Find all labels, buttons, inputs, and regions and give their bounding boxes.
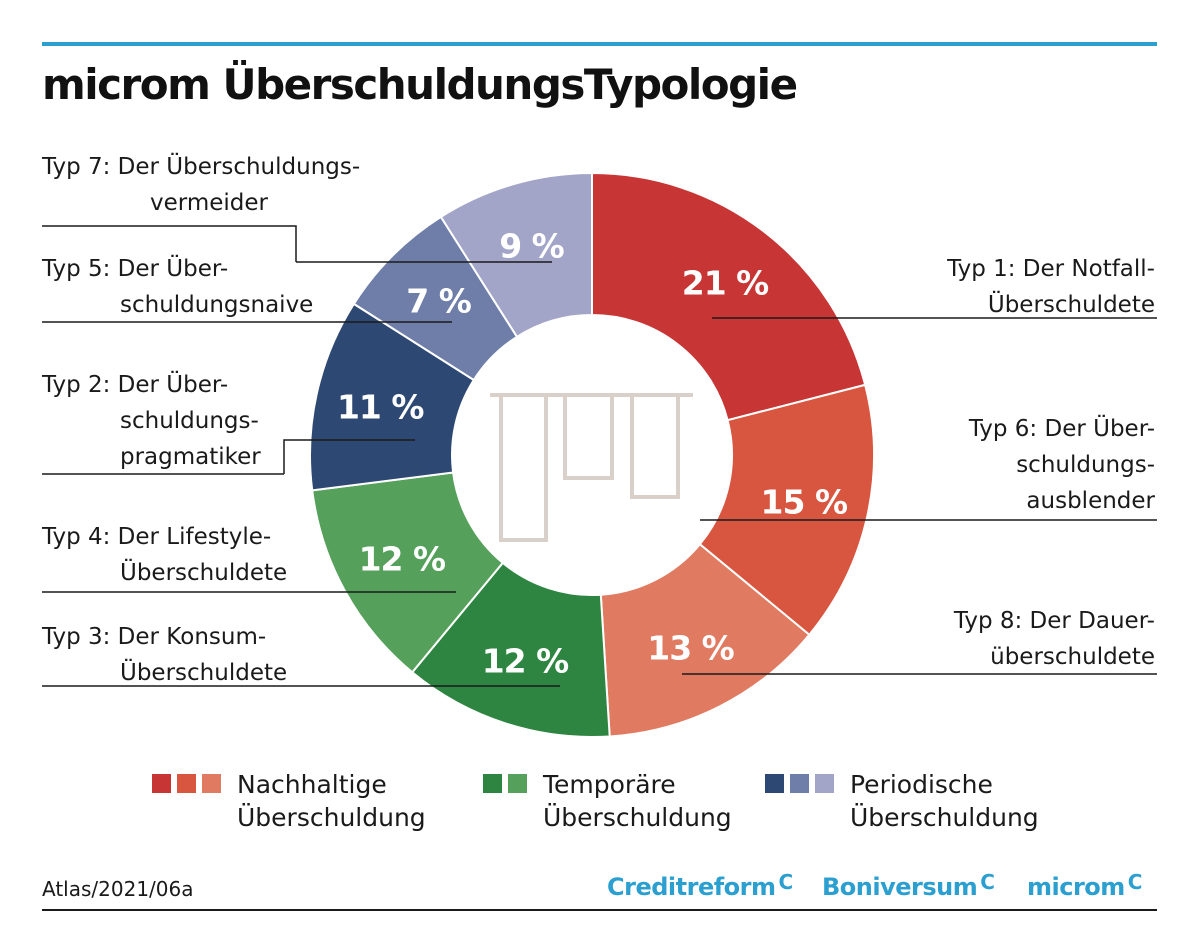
bar-chart-outline-icon xyxy=(490,393,693,542)
legend-swatch xyxy=(483,774,502,793)
legend-swatch xyxy=(177,774,196,793)
type-label: Typ 7: Der Überschuldungs-vermeider xyxy=(41,152,360,216)
donut-slice-8 xyxy=(439,171,593,339)
leader-elbow xyxy=(283,439,415,474)
legend-swatch xyxy=(152,774,171,793)
bottom-rule xyxy=(42,909,1157,911)
legend-swatches xyxy=(483,774,527,793)
type-label: Typ 1: Der Notfall-Überschuldete xyxy=(946,256,1155,318)
legend-item-temporaere: Temporäre Überschuldung xyxy=(483,768,732,834)
legend-line1: Nachhaltige xyxy=(237,770,387,799)
slice-percent-label: 13 % xyxy=(647,628,734,667)
donut-slice-5 xyxy=(311,471,505,674)
brand-name: microm xyxy=(1027,873,1125,901)
donut-slice-1 xyxy=(591,171,867,422)
donut-slice-3 xyxy=(599,542,811,738)
slice-percent-label: 12 % xyxy=(482,641,569,680)
slice-percent-label: 7 % xyxy=(406,282,471,321)
footer-code: Atlas/2021/06a xyxy=(42,877,194,901)
legend-line1: Temporäre xyxy=(543,770,676,799)
brand-creditreform: Creditreform C xyxy=(607,870,793,901)
slice-percent-label: 9 % xyxy=(499,227,564,266)
donut-slice-4 xyxy=(410,561,611,738)
legend-swatches xyxy=(765,774,834,793)
type-label: Typ 2: Der Über-schuldungs-pragmatiker xyxy=(41,370,261,470)
slice-percent-label: 12 % xyxy=(359,540,446,579)
legend-swatch xyxy=(202,774,221,793)
legend-line2: Überschuldung xyxy=(850,803,1039,832)
brand-name: Creditreform xyxy=(607,873,776,901)
legend-item-nachhaltige: Nachhaltige Überschuldung xyxy=(152,768,426,834)
legend-swatch xyxy=(765,774,784,793)
donut-slice-2 xyxy=(698,383,875,637)
leader-elbow xyxy=(42,225,297,262)
legend-swatch xyxy=(508,774,527,793)
slice-percent-label: 11 % xyxy=(337,388,424,427)
legend-line2: Überschuldung xyxy=(237,803,426,832)
brand-microm: microm C xyxy=(1027,870,1142,901)
legend-line2: Überschuldung xyxy=(543,803,732,832)
slice-percent-label: 21 % xyxy=(682,264,769,303)
type-label: Typ 3: Der Konsum-Überschuldete xyxy=(41,624,287,686)
top-rule xyxy=(42,42,1157,46)
type-label: Typ 6: Der Über-schuldungs-ausblender xyxy=(968,414,1156,514)
slice-percent-label: 15 % xyxy=(761,482,848,521)
legend-swatch xyxy=(790,774,809,793)
legend-swatches xyxy=(152,774,221,793)
brand-boniversum: Boniversum C xyxy=(822,870,995,901)
brand-mark-icon: C xyxy=(980,870,995,894)
type-label: Typ 5: Der Über-schuldungsnaive xyxy=(41,254,313,318)
brand-mark-icon: C xyxy=(778,870,794,894)
type-label: Typ 4: Der Lifestyle-Überschuldete xyxy=(41,524,287,586)
type-label: Typ 8: Der Dauer-überschuldete xyxy=(953,608,1155,670)
legend-swatch xyxy=(815,774,834,793)
brand-name: Boniversum xyxy=(822,873,978,901)
legend-line1: Periodische xyxy=(850,770,993,799)
brand-mark-icon: C xyxy=(1127,870,1143,894)
chart-title: microm ÜberschuldungsTypologie xyxy=(42,60,798,109)
legend-item-periodische: Periodische Überschuldung xyxy=(765,768,1039,834)
